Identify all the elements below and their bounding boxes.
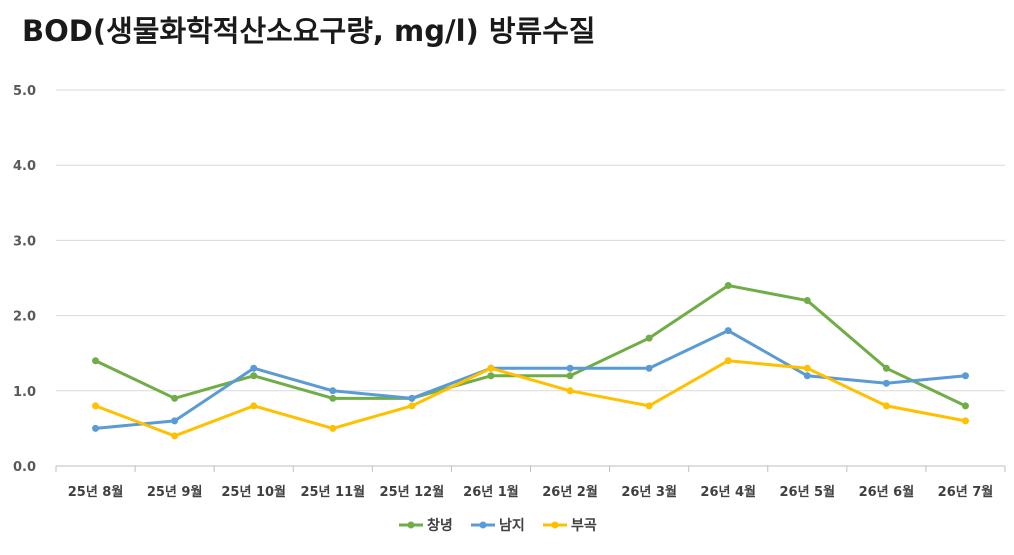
y-tick-label: 0.0 <box>13 460 36 475</box>
y-tick-label: 1.0 <box>13 385 36 400</box>
data-point <box>171 417 179 425</box>
data-point <box>724 327 732 335</box>
data-point <box>961 402 969 410</box>
y-axis-ticks: 0.0 1.0 2.0 3.0 4.0 5.0 <box>13 84 36 475</box>
x-axis-ticks: 25년 8월 25년 9월 25년 10월 25년 11월 25년 12월 26년 1월 2… <box>68 484 994 500</box>
data-point <box>566 372 574 380</box>
data-point <box>645 334 653 342</box>
data-point <box>487 372 495 380</box>
data-point <box>487 364 495 372</box>
legend-label: 창녕 <box>427 517 453 534</box>
data-point <box>329 387 337 395</box>
series-line <box>94 329 967 430</box>
x-tick-label: 26년 6월 <box>859 484 915 500</box>
x-tick-label: 26년 3월 <box>621 484 677 500</box>
data-point <box>724 282 732 290</box>
x-tick-label: 25년 8월 <box>68 484 124 500</box>
data-point <box>408 394 416 402</box>
series-2 <box>92 327 969 432</box>
data-point <box>803 297 811 305</box>
data-point <box>329 424 337 432</box>
data-point <box>961 372 969 380</box>
y-tick-label: 2.0 <box>13 310 36 325</box>
x-tick-label: 25년 11월 <box>300 484 365 500</box>
x-tick-label: 26년 2월 <box>542 484 598 500</box>
x-tick-label: 25년 9월 <box>147 484 203 500</box>
data-point <box>645 402 653 410</box>
legend-item: 창녕 <box>399 517 453 534</box>
data-point <box>408 402 416 410</box>
legend: 창녕 남지 부곡 <box>399 517 597 534</box>
data-point <box>961 417 969 425</box>
data-point <box>171 432 179 440</box>
legend-label: 부곡 <box>571 518 597 534</box>
data-point <box>803 364 811 372</box>
series-line <box>94 284 967 408</box>
data-point <box>645 364 653 372</box>
y-tick-label: 5.0 <box>13 84 36 99</box>
legend-marker <box>407 521 415 529</box>
legend-label: 남지 <box>499 517 525 534</box>
data-point <box>329 394 337 402</box>
gridlines <box>56 89 1005 392</box>
data-point <box>882 379 890 387</box>
x-tick-label: 26년 5월 <box>779 484 835 500</box>
x-tick-label: 25년 12월 <box>380 484 445 500</box>
legend-item: 남지 <box>471 517 525 534</box>
data-point <box>882 364 890 372</box>
data-point <box>724 357 732 365</box>
y-tick-label: 4.0 <box>13 159 36 174</box>
data-point <box>882 402 890 410</box>
data-point <box>566 387 574 395</box>
data-point <box>92 357 100 365</box>
data-point <box>92 402 100 410</box>
legend-marker <box>479 521 487 529</box>
x-tick-label: 25년 10월 <box>221 484 286 500</box>
x-axis <box>55 465 1006 472</box>
data-point <box>803 372 811 380</box>
chart-title: BOD(생물화학적산소요구량, mg/l) 방류수질 <box>22 14 596 48</box>
series-lines <box>92 282 969 440</box>
series-3 <box>92 357 969 440</box>
legend-marker <box>551 521 559 529</box>
data-point <box>250 402 258 410</box>
data-point <box>92 424 100 432</box>
data-point <box>250 372 258 380</box>
x-tick-label: 26년 4월 <box>700 484 756 500</box>
data-point <box>250 364 258 372</box>
legend-item: 부곡 <box>543 518 597 534</box>
series-line <box>94 359 967 438</box>
data-point <box>171 394 179 402</box>
data-point <box>566 364 574 372</box>
x-tick-label: 26년 7월 <box>938 484 994 500</box>
series-1 <box>92 282 969 410</box>
y-tick-label: 3.0 <box>13 234 36 249</box>
x-tick-label: 26년 1월 <box>463 484 519 500</box>
